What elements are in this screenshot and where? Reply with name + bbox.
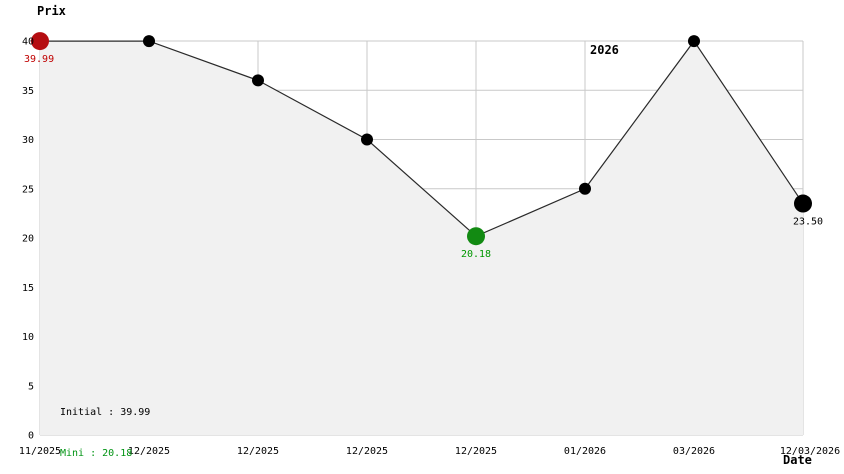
price-summary-legend: Initial : 39.99 Mini : 20.18 Max : 39.99… bbox=[60, 378, 150, 474]
y-tick-label: 5 bbox=[28, 381, 34, 392]
price-line bbox=[40, 40, 804, 237]
point-value-label: 20.18 bbox=[461, 249, 491, 260]
legend-initial: Initial : 39.99 bbox=[60, 406, 151, 418]
x-tick-label: 12/2025 bbox=[128, 446, 170, 457]
data-point-initial bbox=[31, 32, 49, 51]
data-point-min bbox=[467, 227, 485, 246]
x-tick-label: 11/2025 bbox=[19, 446, 61, 457]
y-tick-label: 15 bbox=[22, 283, 34, 294]
point-value-label: 39.99 bbox=[24, 54, 54, 65]
data-point-normal bbox=[579, 182, 591, 195]
data-point-normal bbox=[361, 133, 373, 146]
x-tick-label: 01/2026 bbox=[564, 446, 606, 457]
y-axis-title: Prix bbox=[37, 4, 66, 18]
y-tick-label: 40 bbox=[22, 37, 34, 48]
y-tick-label: 20 bbox=[22, 234, 34, 245]
y-tick-label: 10 bbox=[22, 332, 34, 343]
x-axis-title: Date bbox=[783, 453, 812, 467]
x-tick-label: 12/03/2026 bbox=[780, 446, 840, 457]
y-tick-label: 35 bbox=[22, 86, 34, 97]
y-tick-label: 25 bbox=[22, 184, 34, 195]
y-tick-label: 30 bbox=[22, 135, 34, 146]
y-tick-label: 0 bbox=[28, 431, 34, 442]
data-point-normal bbox=[252, 74, 264, 87]
data-point-normal bbox=[143, 35, 155, 48]
x-tick-label: 03/2026 bbox=[673, 446, 715, 457]
year-label: 2026 bbox=[590, 43, 619, 57]
point-value-label: 23.50 bbox=[793, 217, 823, 228]
x-tick-label: 12/2025 bbox=[346, 446, 388, 457]
area-fill bbox=[40, 41, 803, 435]
x-tick-label: 12/2025 bbox=[237, 446, 279, 457]
data-point-current bbox=[794, 194, 812, 213]
data-point-normal bbox=[688, 35, 700, 48]
legend-mini: Mini : 20.18 bbox=[60, 447, 133, 459]
x-tick-label: 12/2025 bbox=[455, 446, 497, 457]
